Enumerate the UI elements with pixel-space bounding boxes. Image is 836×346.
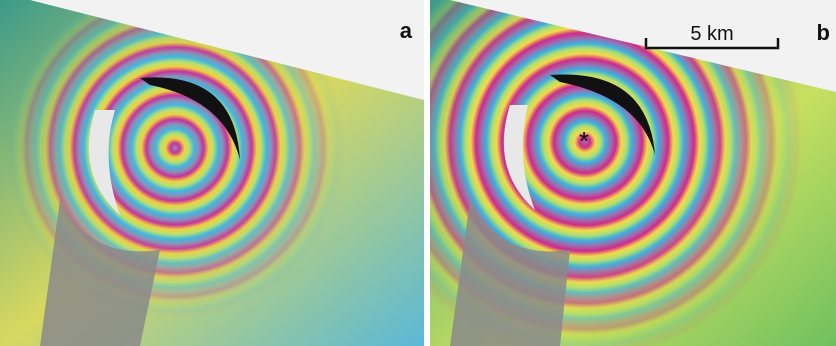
- source-marker: *: [579, 126, 589, 156]
- scale-bar-label: 5 km: [690, 23, 733, 45]
- panel-a: [0, 0, 424, 346]
- panel-b: [365, 0, 836, 346]
- panel-label: a: [400, 18, 413, 43]
- panel-label: b: [817, 20, 830, 45]
- figure: a b 5 km *: [0, 0, 836, 346]
